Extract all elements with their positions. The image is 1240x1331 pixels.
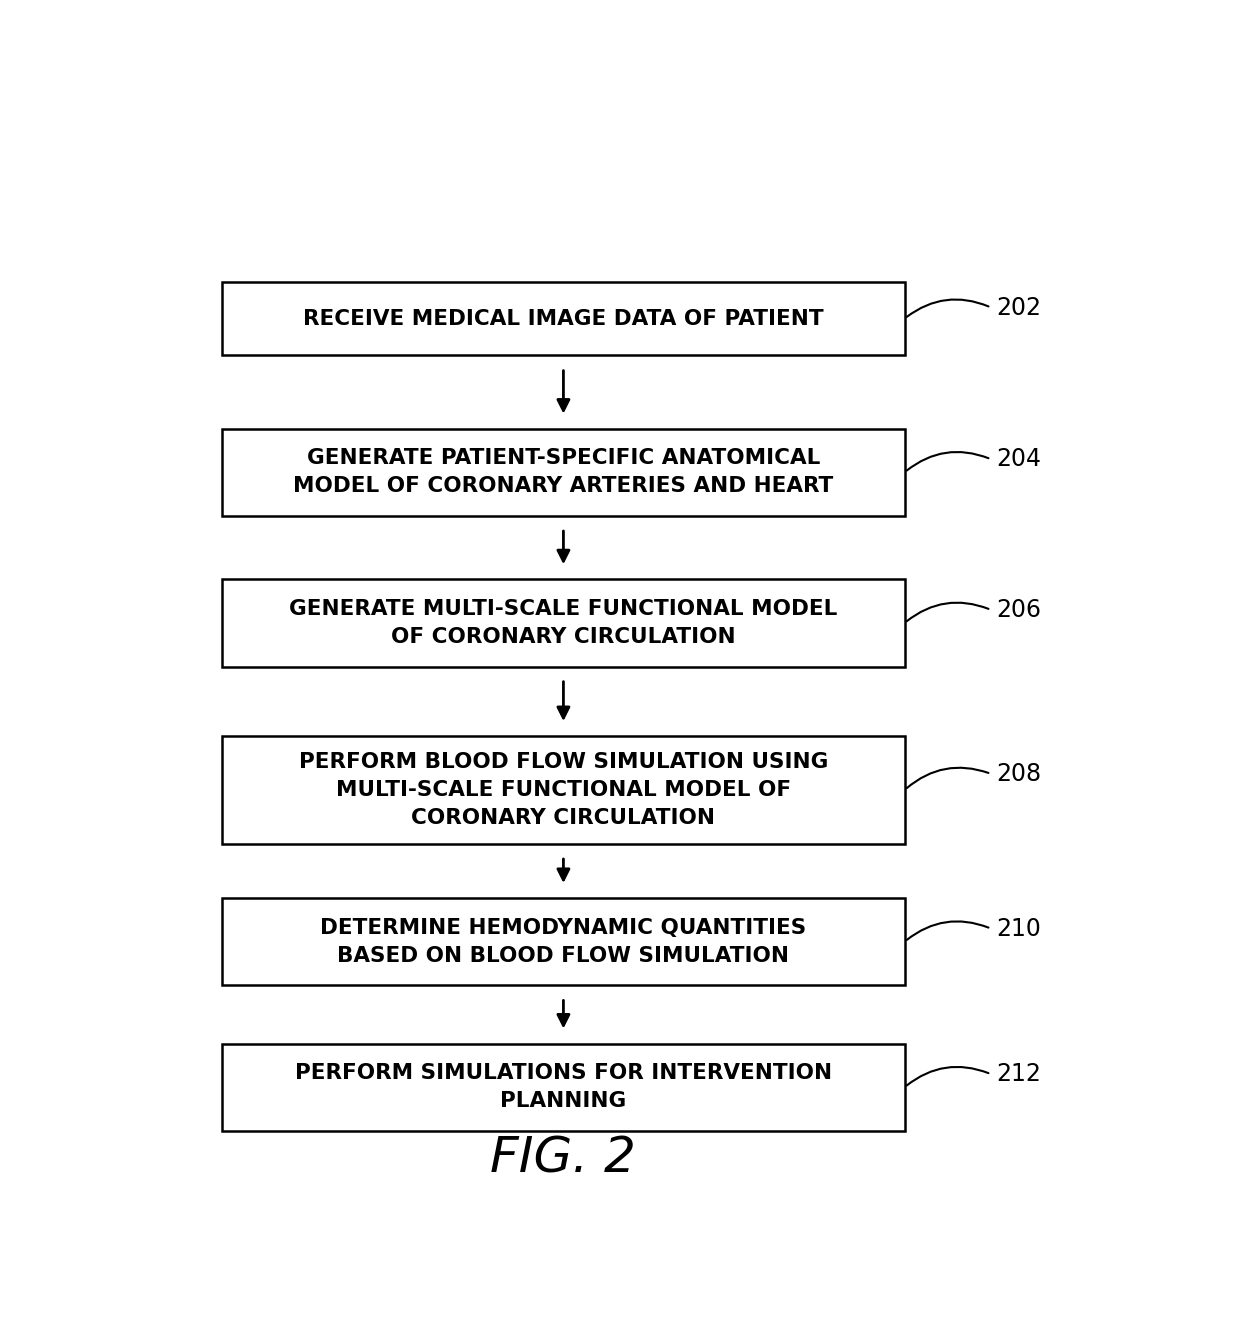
Text: 208: 208 — [996, 761, 1042, 785]
Text: PERFORM BLOOD FLOW SIMULATION USING
MULTI-SCALE FUNCTIONAL MODEL OF
CORONARY CIR: PERFORM BLOOD FLOW SIMULATION USING MULT… — [299, 752, 828, 828]
Bar — [222, 736, 904, 844]
Text: 202: 202 — [996, 295, 1040, 319]
Text: FIG. 2: FIG. 2 — [491, 1135, 636, 1183]
Text: PERFORM SIMULATIONS FOR INTERVENTION
PLANNING: PERFORM SIMULATIONS FOR INTERVENTION PLA… — [295, 1063, 832, 1111]
Text: 212: 212 — [996, 1062, 1040, 1086]
Text: DETERMINE HEMODYNAMIC QUANTITIES
BASED ON BLOOD FLOW SIMULATION: DETERMINE HEMODYNAMIC QUANTITIES BASED O… — [320, 917, 806, 966]
Text: GENERATE MULTI-SCALE FUNCTIONAL MODEL
OF CORONARY CIRCULATION: GENERATE MULTI-SCALE FUNCTIONAL MODEL OF… — [289, 599, 837, 647]
Text: 206: 206 — [996, 598, 1040, 622]
Bar — [222, 898, 904, 985]
Text: RECEIVE MEDICAL IMAGE DATA OF PATIENT: RECEIVE MEDICAL IMAGE DATA OF PATIENT — [303, 309, 823, 329]
Text: 204: 204 — [996, 447, 1040, 471]
Text: 210: 210 — [996, 917, 1040, 941]
Bar — [222, 282, 904, 355]
Bar — [222, 579, 904, 667]
Bar — [222, 1044, 904, 1131]
Text: GENERATE PATIENT-SPECIFIC ANATOMICAL
MODEL OF CORONARY ARTERIES AND HEART: GENERATE PATIENT-SPECIFIC ANATOMICAL MOD… — [294, 449, 833, 496]
Bar — [222, 429, 904, 516]
